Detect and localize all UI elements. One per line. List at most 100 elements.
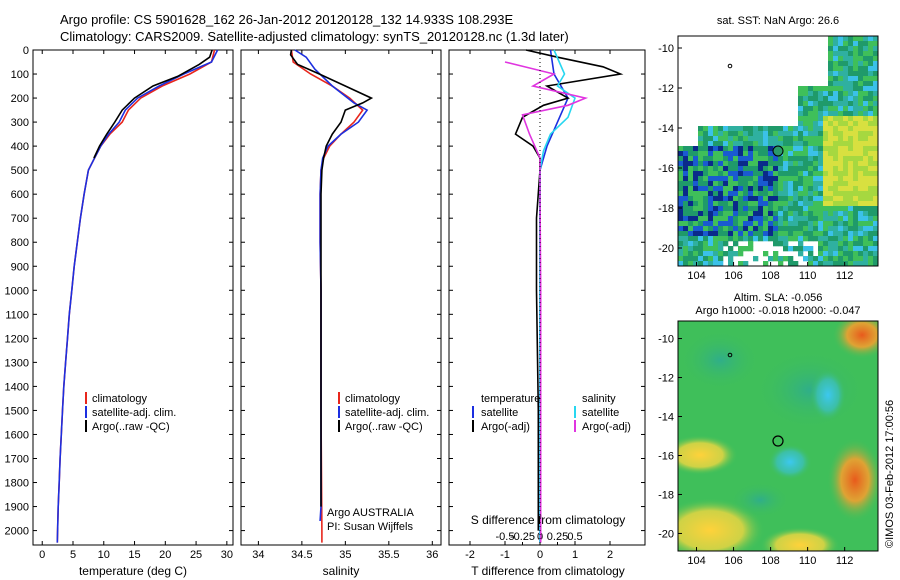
sst-cell xyxy=(723,241,729,247)
sst-cell xyxy=(768,226,774,232)
sst-cell xyxy=(863,186,869,192)
sst-cell xyxy=(748,176,754,182)
sst-cell xyxy=(708,251,714,257)
sst-cell xyxy=(868,41,874,47)
sst-cell xyxy=(728,146,734,152)
imos-timestamp: ©IMOS 03-Feb-2012 17:00:56 xyxy=(884,400,896,548)
sst-cell xyxy=(838,131,844,137)
sst-cell xyxy=(788,136,794,142)
sst-cell xyxy=(843,156,849,162)
sst-cell xyxy=(733,146,739,152)
sst-cell xyxy=(748,231,754,237)
sst-cell xyxy=(873,91,879,97)
sst-cell xyxy=(793,226,799,232)
sst-cell xyxy=(693,206,699,212)
sst-cell xyxy=(868,136,874,142)
sst-cell xyxy=(723,236,729,242)
sst-cell xyxy=(863,256,869,262)
x-tick-label: 20 xyxy=(159,549,171,561)
sst-cell xyxy=(873,86,879,92)
sst-cell xyxy=(753,131,759,137)
sst-cell xyxy=(718,216,724,222)
sst-cell xyxy=(718,141,724,147)
sst-cell xyxy=(718,246,724,252)
sst-cell xyxy=(748,141,754,147)
sst-cell xyxy=(723,201,729,207)
sst-cell xyxy=(753,156,759,162)
sst-cell xyxy=(858,91,864,97)
x-tick-label: 35.5 xyxy=(378,549,399,561)
sst-cell xyxy=(813,236,819,242)
sst-cell xyxy=(808,246,814,252)
map-y-tick-label: -18 xyxy=(658,203,674,215)
sst-cell xyxy=(858,151,864,157)
sst-cell xyxy=(843,181,849,187)
sst-cell xyxy=(818,236,824,242)
sst-cell xyxy=(863,181,869,187)
sst-cell xyxy=(808,161,814,167)
sst-cell xyxy=(833,51,839,57)
sst-cell xyxy=(823,186,829,192)
sst-cell xyxy=(833,36,839,42)
sst-cell xyxy=(713,226,719,232)
sst-cell xyxy=(698,216,704,222)
sst-cell xyxy=(783,131,789,137)
sst-cell xyxy=(828,196,834,202)
sst-cell xyxy=(863,146,869,152)
sst-cell xyxy=(843,81,849,87)
profile-line-1-2 xyxy=(289,49,374,507)
sst-cell xyxy=(748,156,754,162)
sst-cell xyxy=(683,196,689,202)
sst-cell xyxy=(743,171,749,177)
sst-cell xyxy=(758,166,764,172)
sst-cell xyxy=(678,166,684,172)
sst-cell xyxy=(803,106,809,112)
sst-cell xyxy=(843,241,849,247)
sst-cell xyxy=(818,216,824,222)
sst-cell xyxy=(863,151,869,157)
sst-cell xyxy=(848,251,854,257)
sst-cell xyxy=(768,231,774,237)
sst-cell xyxy=(868,241,874,247)
sst-cell xyxy=(798,161,804,167)
sst-cell xyxy=(733,186,739,192)
sst-cell xyxy=(738,146,744,152)
sst-cell xyxy=(733,251,739,257)
legend-climatology-label: climatology xyxy=(92,393,148,405)
sst-cell xyxy=(773,201,779,207)
sst-cell xyxy=(848,246,854,252)
sst-cell xyxy=(808,216,814,222)
sst-cell xyxy=(728,176,734,182)
sst-cell xyxy=(783,226,789,232)
sst-cell xyxy=(838,126,844,132)
sst-cell xyxy=(768,141,774,147)
sst-cell xyxy=(818,101,824,107)
sst-cell xyxy=(868,206,874,212)
sst-cell xyxy=(748,146,754,152)
sst-cell xyxy=(843,106,849,112)
sst-cell xyxy=(698,181,704,187)
sst-cell xyxy=(688,211,694,217)
sst-cell xyxy=(863,221,869,227)
sst-cell xyxy=(688,181,694,187)
sst-cell xyxy=(728,256,734,262)
sst-cell xyxy=(718,226,724,232)
sst-cell xyxy=(833,71,839,77)
sst-cell xyxy=(803,191,809,197)
sst-cell xyxy=(848,241,854,247)
sst-cell xyxy=(748,181,754,187)
sst-cell xyxy=(708,246,714,252)
sst-cell xyxy=(858,156,864,162)
sst-cell xyxy=(743,191,749,197)
sst-cell xyxy=(848,226,854,232)
sst-cell xyxy=(823,206,829,212)
sst-cell xyxy=(808,236,814,242)
sst-cell xyxy=(733,191,739,197)
sst-cell xyxy=(693,186,699,192)
sst-cell xyxy=(713,151,719,157)
sst-cell xyxy=(723,191,729,197)
sst-cell xyxy=(748,201,754,207)
sst-cell xyxy=(858,136,864,142)
sst-cell xyxy=(698,151,704,157)
sst-cell xyxy=(783,216,789,222)
